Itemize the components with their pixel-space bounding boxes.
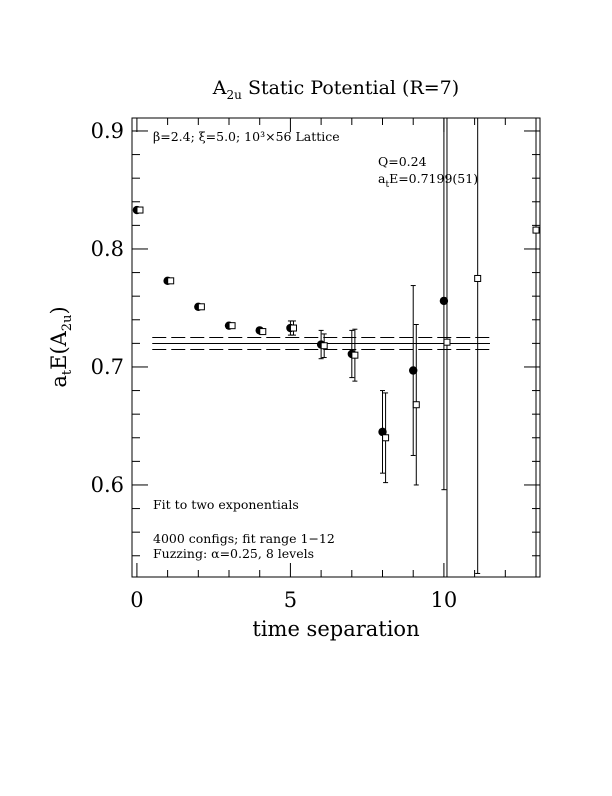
x-tick-label: 0 (130, 588, 143, 612)
point (228, 322, 236, 330)
annotation: 4000 configs; fit range 1−12 (153, 531, 335, 546)
x-tick-label: 10 (431, 588, 458, 612)
x-tick-label: 5 (284, 588, 297, 612)
point (382, 434, 390, 442)
y-tick-label: 0.7 (91, 355, 124, 379)
point (197, 303, 205, 311)
x-axis-label: time separation (252, 617, 419, 641)
point (532, 226, 540, 234)
point (351, 351, 359, 359)
y-tick-label: 0.9 (91, 119, 124, 143)
point (439, 296, 449, 306)
y-tick-label: 0.8 (91, 237, 124, 261)
point (136, 206, 144, 214)
point (289, 324, 297, 332)
y-tick-label: 0.6 (91, 473, 124, 497)
y-axis-label: atE(A2u) (47, 306, 75, 387)
annotation: β=2.4; ξ=5.0; 10³×56 Lattice (153, 129, 340, 144)
point (409, 366, 418, 375)
point (167, 277, 175, 285)
point (320, 342, 328, 350)
plot-area (132, 118, 540, 577)
annotation: Fuzzing: α=0.25, 8 levels (153, 546, 314, 561)
point (378, 427, 387, 437)
annotation: atE=0.7199(51) (378, 171, 478, 190)
annotation: Fit to two exponentials (153, 497, 299, 512)
point (259, 328, 267, 336)
point (443, 338, 451, 346)
chart-title: A2u Static Potential (R=7) (212, 77, 459, 102)
annotation: Q=0.24 (378, 154, 427, 169)
point (474, 274, 482, 282)
plot-frame (131, 117, 541, 578)
point (412, 401, 420, 409)
